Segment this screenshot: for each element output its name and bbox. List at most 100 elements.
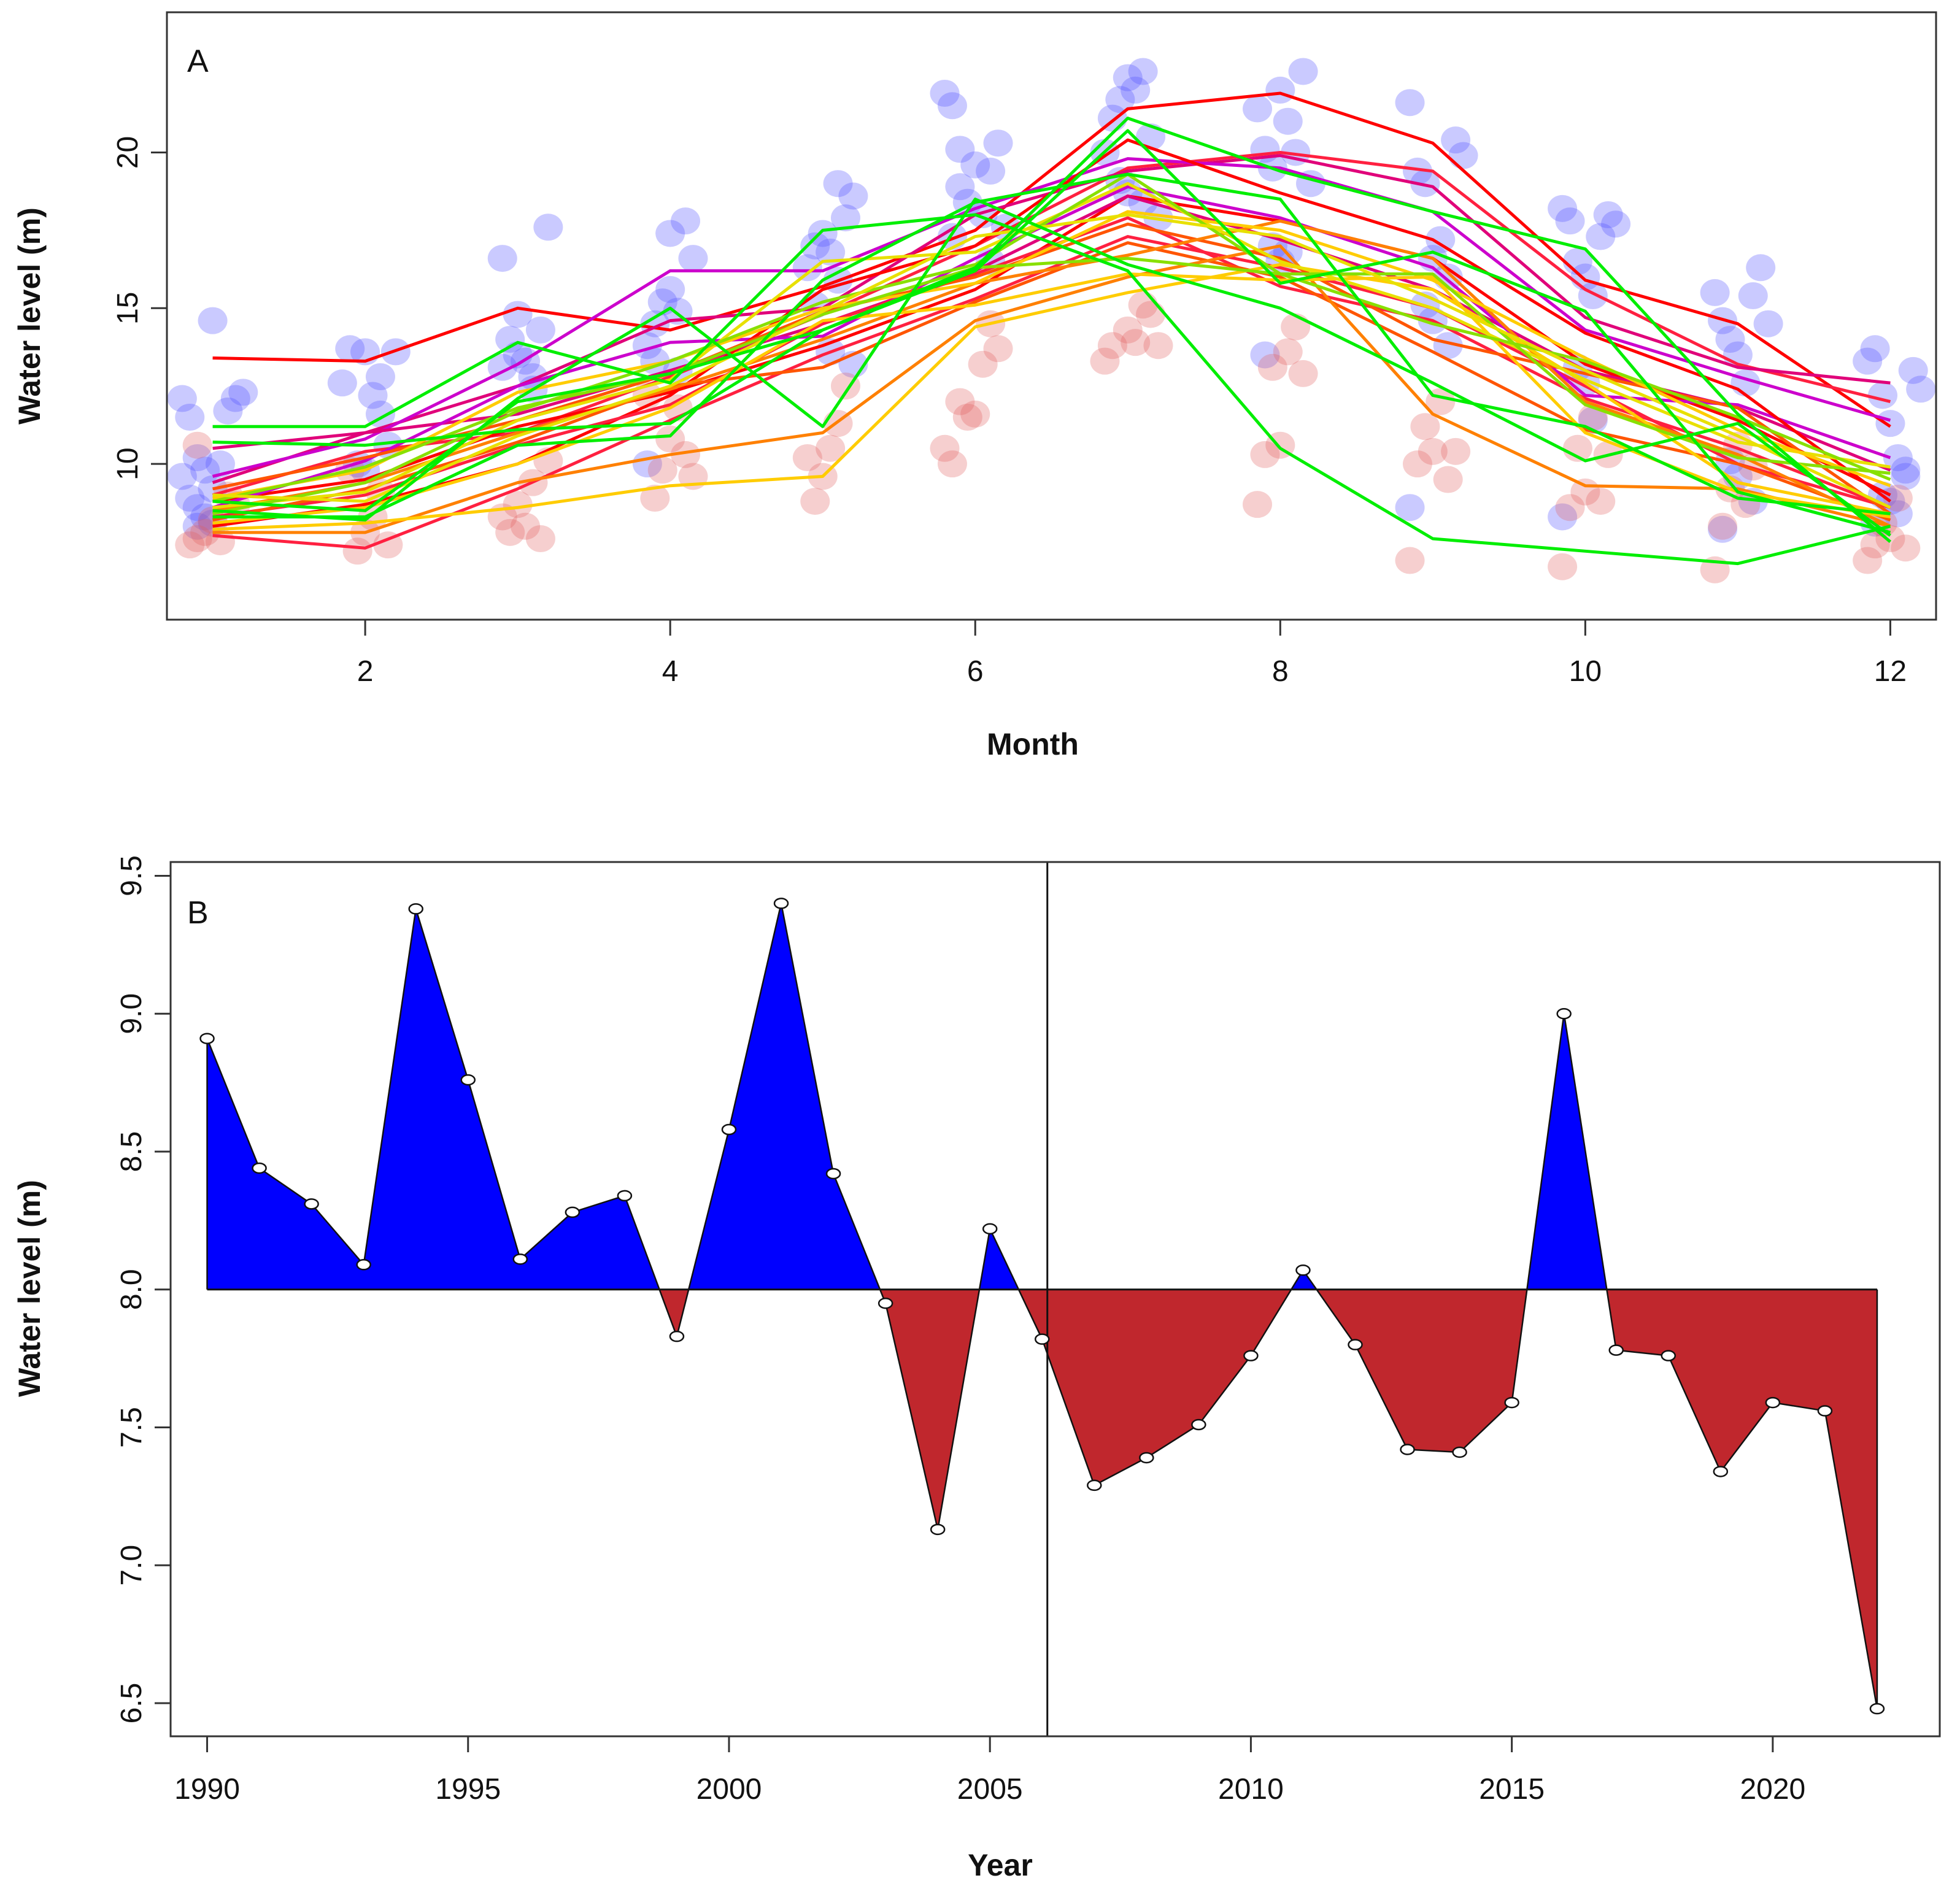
panel-a-high-point-99 [1441, 126, 1471, 154]
panel-a-high-point-73 [1121, 76, 1151, 104]
panel-a-low-point-23 [655, 425, 685, 453]
panel-b-x-tick-label: 2000 [696, 1773, 762, 1806]
panel-a-high-point-71 [1105, 86, 1135, 114]
panel-a-high-point-1 [175, 404, 205, 431]
panel-b-point-2010 [1243, 1350, 1259, 1361]
panel-a-high-point-104 [1448, 142, 1478, 169]
panel-a-low-point-44 [1113, 316, 1143, 344]
panel-b-point-2002 [825, 1168, 841, 1180]
panel-a-high-point-42 [678, 245, 708, 272]
panel-a-high-point-17 [335, 335, 365, 363]
panel-a-high-point-13 [198, 307, 228, 334]
panel-a-low-point-51 [1257, 353, 1287, 381]
panel-a-high-point-103 [1395, 494, 1425, 522]
panel-b-point-2008 [1139, 1452, 1154, 1464]
panel-a-series-line-y26 [212, 129, 1891, 534]
panel-a-high-point-117 [1700, 279, 1730, 306]
panel-a-high-point-39 [655, 275, 685, 303]
panel-a-high-point-81 [1243, 95, 1273, 123]
panel-a-high-point-48 [808, 220, 838, 247]
panel-a-high-point-31 [525, 316, 555, 344]
panel-a-series-line-y24 [212, 117, 1892, 543]
panel-a-low-point-2 [190, 518, 220, 546]
panel-a-low-point-33 [792, 444, 822, 471]
panel-b: 1990 1995 2000 2005 2010 2015 2020 6.5 7.0 7.5 8.… [12, 855, 1941, 1882]
panel-b-point-2017 [1608, 1344, 1624, 1356]
panel-a-low-point-57 [1402, 450, 1432, 478]
panel-a-low-point-62 [1441, 437, 1471, 465]
panel-a-series-line-y19 [212, 172, 1891, 515]
panel-b-y-tick-label: 9.0 [115, 993, 148, 1034]
panel-b-x-title: Year [968, 1848, 1033, 1882]
panel-b-fill-above-4 [979, 1228, 1019, 1290]
panel-a-high-point-12 [228, 379, 258, 406]
panel-a-low-point-36 [945, 388, 975, 415]
panel-a-scatter-points [167, 58, 1936, 583]
panel-b-fill-above-0 [207, 909, 660, 1290]
panel-a-low-point-37 [952, 404, 982, 431]
panel-b-point-1994 [408, 903, 423, 915]
panel-a-high-point-58 [930, 80, 960, 107]
panel-a-low-point-16 [503, 491, 533, 518]
panel-a-low-point-30 [816, 434, 846, 462]
panel-a-low-point-59 [1418, 437, 1448, 465]
panel-a-x-tick-label: 6 [967, 655, 984, 688]
panel-a-high-point-110 [1586, 223, 1616, 250]
panel-a-high-point-27 [495, 326, 525, 353]
panel-b-point-2014 [1452, 1446, 1467, 1458]
panel-b-y-title: Water level (m) [12, 1180, 47, 1397]
panel-a-plot-frame [166, 11, 1937, 621]
panel-a-series-line-y12 [212, 244, 1891, 534]
panel-a-high-point-61 [960, 151, 990, 179]
panel-b-point-1990 [199, 1033, 215, 1044]
panel-b-fill-below-7 [1316, 1289, 1527, 1452]
panel-a-low-point-0 [175, 531, 205, 559]
panel-b-x-tick-label: 1990 [174, 1773, 240, 1806]
panel-a-low-point-6 [182, 431, 212, 459]
panel-a-low-point-8 [342, 537, 372, 565]
panel-a-high-point-111 [1593, 201, 1623, 228]
panel-a-series-line-y21 [212, 213, 1891, 509]
panel-a-series-line-y14 [212, 219, 1891, 528]
panel-b-fill-above-2 [689, 903, 881, 1290]
panel-b-fill-below-5 [1018, 1289, 1292, 1485]
panel-a-x-axis: 2 4 6 8 10 12 [357, 618, 1907, 688]
panel-b-point-2012 [1348, 1339, 1363, 1350]
panel-a-high-point-132 [1875, 410, 1905, 437]
panel-a: 2 4 6 8 10 12 10 15 20 A Month Water level (m) [12, 11, 1937, 761]
panel-a-x-tick-label: 8 [1272, 655, 1289, 688]
panel-a-low-point-35 [937, 450, 967, 478]
panel-a-high-point-5 [175, 485, 205, 512]
panel-b-point-1996 [512, 1253, 528, 1265]
panel-a-high-point-72 [1113, 64, 1143, 91]
panel-b-points [199, 898, 1885, 1715]
panel-a-high-point-85 [1273, 107, 1303, 135]
panel-a-high-point-43 [655, 220, 685, 247]
panel-a-low-point-12 [373, 531, 403, 559]
panel-a-high-point-97 [1426, 226, 1456, 253]
panel-a-high-point-24 [365, 363, 395, 390]
panel-a-y-title: Water level (m) [12, 207, 47, 425]
panel-a-low-point-65 [1562, 434, 1592, 462]
panel-a-high-point-60 [945, 136, 975, 163]
panel-a-x-tick-label: 2 [357, 655, 374, 688]
panel-a-series-line-y04 [212, 157, 1891, 478]
panel-a-high-point-130 [1860, 335, 1890, 363]
panel-b-point-2020 [1765, 1396, 1781, 1409]
panel-a-series-line-y08 [212, 185, 1891, 509]
panel-a-low-point-81 [1891, 534, 1921, 562]
panel-a-high-point-4 [167, 463, 197, 490]
panel-a-high-point-6 [182, 494, 212, 522]
panel-a-y-tick-label: 20 [112, 136, 144, 169]
panel-b-point-1997 [565, 1206, 581, 1218]
panel-a-y-axis: 10 15 20 [112, 136, 168, 480]
panel-a-high-point-84 [1265, 76, 1295, 104]
panel-a-series-line-y15 [212, 263, 1891, 531]
panel-a-high-point-54 [792, 254, 822, 282]
panel-a-low-point-53 [1273, 338, 1303, 366]
panel-a-letter: A [187, 44, 209, 79]
panel-a-series-lines [212, 91, 1892, 566]
panel-a-low-point-56 [1395, 547, 1425, 574]
panel-b-y-tick-label: 8.5 [115, 1131, 148, 1172]
panel-a-series-line-y25 [212, 172, 1891, 518]
